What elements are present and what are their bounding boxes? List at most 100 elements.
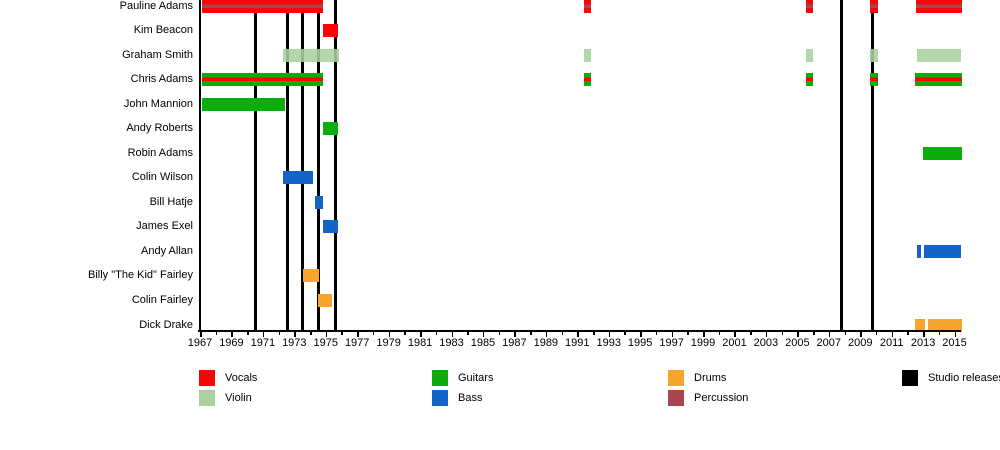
legend-label: Vocals: [225, 372, 258, 384]
axis-tick: [404, 332, 406, 335]
axis-tick: [215, 332, 218, 335]
member-bar: [201, 97, 285, 111]
axis-tick: [734, 332, 736, 337]
axis-tick: [435, 332, 438, 335]
axis-tick: [482, 332, 485, 337]
axis-tick-label: 1991: [565, 337, 590, 349]
member-bar: [322, 24, 339, 38]
axis-tick-label: 1967: [187, 337, 213, 349]
legend-swatch-guitars: [432, 370, 448, 386]
legend-label: Bass: [458, 392, 483, 404]
member-bar: [806, 0, 814, 13]
member-bar: [584, 48, 592, 62]
axis-tick-label: 1999: [690, 337, 716, 349]
axis-tick: [530, 332, 532, 335]
member-label: Bill Hatje: [149, 195, 193, 208]
axis-tick: [577, 332, 579, 337]
axis-tick: [655, 332, 658, 335]
member-bar: [584, 0, 592, 13]
axis-tick-label: 2001: [722, 337, 747, 349]
axis-tick: [844, 332, 847, 335]
studio-release-line: [333, 0, 337, 331]
axis-tick: [907, 332, 909, 335]
member-bar: [915, 318, 925, 332]
y-axis: [199, 0, 201, 331]
studio-release-line: [301, 0, 305, 331]
axis-tick: [294, 332, 296, 337]
axis-tick: [200, 332, 202, 337]
axis-tick: [593, 332, 595, 335]
member-label: John Mannion: [123, 97, 193, 110]
axis-tick: [357, 332, 359, 337]
axis-tick-label: 2013: [910, 337, 936, 349]
studio-release-line: [839, 0, 843, 331]
axis-tick: [451, 332, 454, 337]
axis-tick: [797, 332, 799, 337]
member-bar: [927, 318, 963, 332]
axis-tick-label: 2003: [753, 337, 779, 349]
axis-tick: [765, 332, 768, 337]
axis-tick-label: 2015: [942, 337, 967, 349]
member-bar: [869, 48, 878, 62]
axis-tick: [498, 332, 501, 335]
axis-tick-label: 1987: [502, 337, 527, 349]
member-bar: [317, 293, 333, 307]
member-bar: [283, 171, 314, 185]
member-bar: [923, 146, 962, 160]
axis-tick: [624, 332, 626, 335]
member-bar: [923, 244, 961, 258]
axis-tick: [310, 332, 312, 335]
axis-tick: [671, 332, 674, 337]
member-label: Andy Allan: [141, 244, 193, 257]
member-label: Colin Wilson: [131, 171, 193, 184]
axis-tick-label: 1981: [407, 337, 433, 349]
axis-tick: [278, 332, 281, 335]
axis-tick-label: 1971: [250, 337, 276, 349]
axis-tick: [860, 332, 862, 337]
axis-tick: [420, 332, 422, 337]
member-label: Robin Adams: [127, 146, 193, 159]
member-label: Dick Drake: [139, 318, 193, 331]
legend-swatch-drums: [668, 370, 684, 386]
axis-tick-label: 2009: [847, 337, 873, 349]
legend-label: Percussion: [694, 392, 749, 404]
axis-tick-label: 1997: [659, 337, 684, 349]
axis-tick: [875, 332, 878, 335]
member-bar: [201, 73, 323, 87]
studio-release-line: [870, 0, 874, 331]
axis-tick: [262, 332, 265, 337]
member-bar: [283, 48, 340, 62]
axis-tick: [938, 332, 941, 335]
axis-tick: [923, 332, 925, 337]
member-label: Colin Fairley: [131, 293, 193, 306]
member-label: Andy Roberts: [126, 122, 193, 135]
member-label: James Exel: [136, 220, 193, 233]
member-bar: [869, 0, 878, 13]
studio-release-line: [254, 0, 258, 331]
member-label: Chris Adams: [130, 73, 193, 86]
axis-tick: [514, 332, 516, 337]
axis-tick: [372, 332, 375, 335]
member-bar: [322, 122, 339, 136]
axis-tick-label: 1973: [282, 337, 307, 349]
axis-tick-label: 1989: [533, 337, 559, 349]
legend-label: Guitars: [458, 372, 494, 384]
axis-tick: [687, 332, 689, 335]
axis-tick: [561, 332, 564, 335]
axis-tick-label: 1975: [313, 337, 338, 349]
axis-tick-label: 1995: [627, 337, 653, 349]
axis-tick-label: 2005: [785, 337, 810, 349]
studio-release-line: [285, 0, 289, 331]
axis-tick: [703, 332, 705, 337]
legend-swatch-percussion: [668, 390, 684, 406]
member-bar: [201, 0, 324, 13]
axis-tick-label: 1993: [596, 337, 621, 349]
member-bar: [302, 269, 320, 283]
legend-swatch-vocals: [199, 370, 215, 386]
axis-tick: [545, 332, 548, 337]
member-label: Graham Smith: [122, 48, 193, 61]
axis-tick: [388, 332, 391, 337]
member-label: Pauline Adams: [119, 0, 193, 12]
